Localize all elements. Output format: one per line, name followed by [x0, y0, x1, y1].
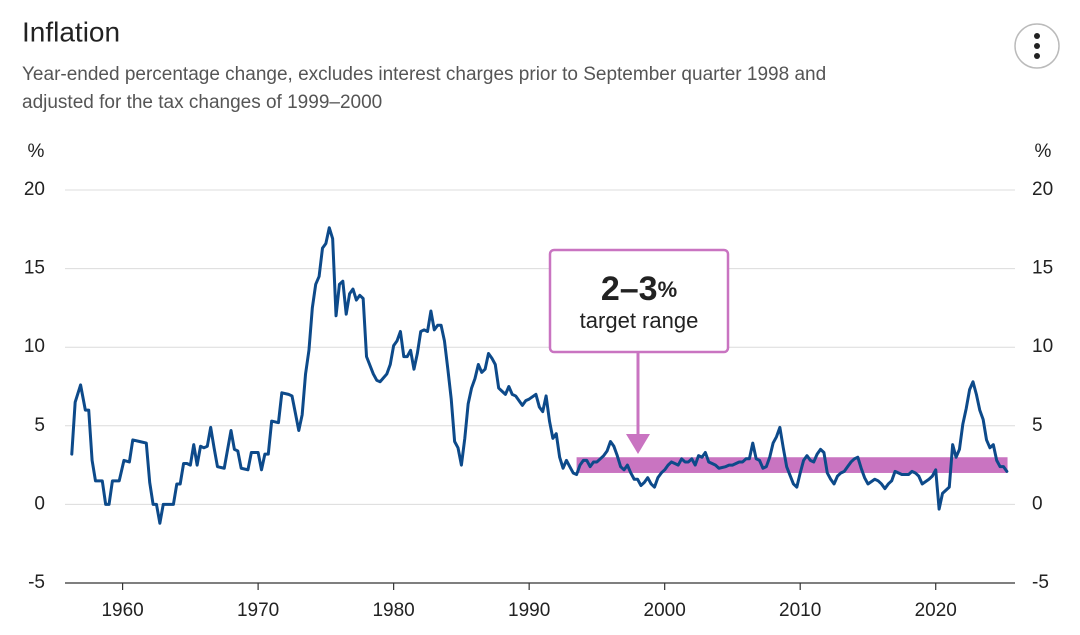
y-tick-label: 5 [34, 415, 45, 436]
x-tick-label: 2020 [915, 600, 957, 621]
x-tick-label: 2010 [779, 600, 821, 621]
annotation-heading: 2–3% [601, 270, 677, 308]
grid-layer: -5 0 5 10 15 20 -5 0 5 10 15 20 1960 1970 1980 1990 2000… [24, 179, 1053, 621]
menu-button[interactable] [1014, 23, 1060, 69]
x-tick-label: 1990 [508, 600, 550, 621]
y2-tick-label: 5 [1032, 415, 1043, 436]
target-band [576, 457, 1008, 473]
x-tick-label: 1960 [101, 600, 143, 621]
y2-unit: % [1035, 141, 1052, 162]
series-line [70, 226, 1009, 525]
y2-tick-label: 15 [1032, 258, 1053, 279]
y-tick-label: 0 [34, 493, 45, 514]
chart-subtitle: adjusted for the tax changes of 1999–200… [22, 92, 382, 113]
annotation-unit: % [658, 277, 678, 302]
chart-title: Inflation [22, 16, 120, 47]
x-tick-label: 2000 [644, 600, 686, 621]
band-layer [576, 457, 1008, 473]
y-tick-label: 10 [24, 336, 45, 357]
line-layer [70, 226, 1009, 525]
y-tick-label: 15 [24, 258, 45, 279]
menu-dot[interactable] [1034, 43, 1040, 49]
annotation-arrowhead [626, 434, 650, 454]
annotation-text: target range [580, 308, 699, 333]
menu-dot[interactable] [1034, 33, 1040, 39]
menu-dot[interactable] [1034, 53, 1040, 59]
y-unit: % [28, 141, 45, 162]
y2-tick-label: -5 [1032, 572, 1049, 593]
annotation-box [548, 248, 730, 354]
x-tick-label: 1970 [237, 600, 279, 621]
y2-tick-label: 0 [1032, 493, 1043, 514]
y2-tick-label: 20 [1032, 179, 1053, 200]
x-tick-label: 1980 [372, 600, 414, 621]
chart-subtitle: Year-ended percentage change, excludes i… [22, 64, 826, 85]
y2-tick-label: 10 [1032, 336, 1053, 357]
y-tick-label: 20 [24, 179, 45, 200]
annotation: 2–3% target range [548, 248, 730, 454]
y-tick-label: -5 [28, 572, 45, 593]
annotation-value: 2–3 [601, 270, 658, 308]
